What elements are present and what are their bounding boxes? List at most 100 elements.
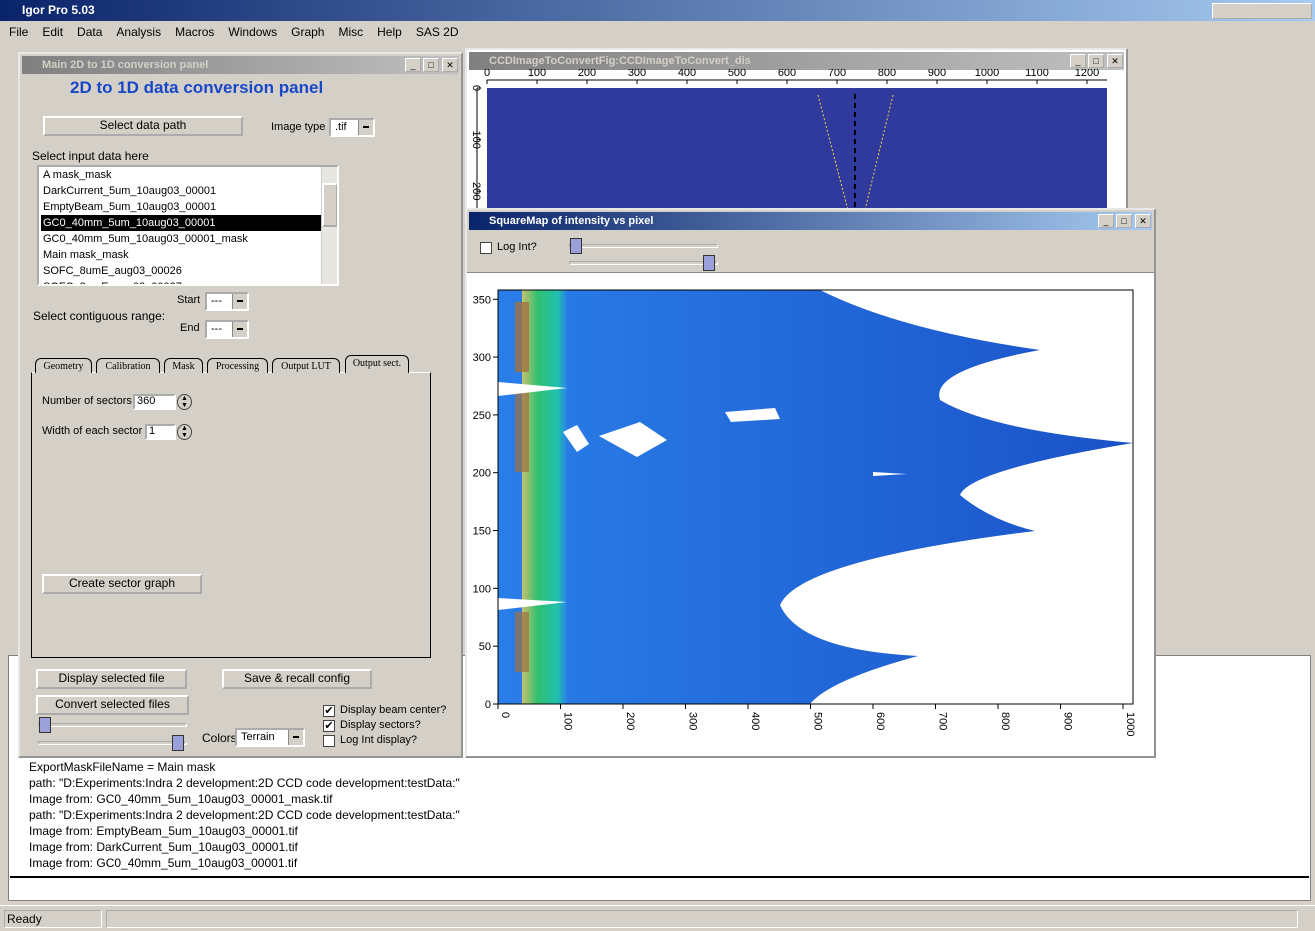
- y-tick-label: 300: [473, 352, 491, 364]
- start-select[interactable]: ---: [205, 292, 249, 311]
- max[interactable]: □: [1088, 54, 1104, 68]
- create-sector-button[interactable]: Create sector graph: [42, 574, 202, 594]
- data-list[interactable]: A mask_mask DarkCurrent_5um_10aug03_00001…: [37, 165, 339, 286]
- list-item[interactable]: GC0_40mm_5um_10aug03_00001_mask: [43, 233, 248, 245]
- x-tick-label: 900: [1062, 712, 1074, 730]
- intensity-edge: [522, 290, 567, 704]
- squaremap-plot: 0 100 200 300 400 500 600 700 800 900 1000 0 50 100 15…: [473, 289, 1136, 736]
- history-line: path: "D:Experiments:Indra 2 development…: [29, 776, 460, 790]
- x-tick-label: 700: [937, 712, 949, 730]
- list-item[interactable]: SOFC_8umE_aug03_00026: [43, 265, 182, 277]
- slider[interactable]: [569, 238, 718, 254]
- sectors-label: Number of sectors: [42, 395, 132, 407]
- masked-regions: [498, 382, 907, 610]
- x-tick-label: 0: [499, 712, 511, 718]
- menu-item[interactable]: File: [9, 25, 29, 39]
- width-spinner[interactable]: ▲ ▼: [177, 424, 192, 440]
- list-item[interactable]: DarkCurrent_5um_10aug03_00001: [43, 185, 217, 197]
- tab[interactable]: Output LUT: [272, 358, 340, 373]
- x-tick-label: 800: [878, 69, 896, 79]
- squaremap-title: SquareMap of intensity vs pixel: [489, 215, 654, 227]
- menu-item[interactable]: Windows: [228, 25, 278, 39]
- x-tick-label: 500: [812, 712, 824, 730]
- end-select[interactable]: ---: [205, 320, 249, 339]
- sectors-spinner[interactable]: ▲ ▼: [177, 394, 192, 410]
- width-field[interactable]: 1: [145, 424, 176, 440]
- display-button[interactable]: Display selected file: [36, 669, 187, 689]
- list-label: Select input data here: [32, 149, 149, 163]
- list-item[interactable]: SOFC_8umE_aug03_00027: [41, 279, 321, 284]
- intensity-edge: [515, 392, 529, 472]
- list-item[interactable]: EmptyBeam_5um_10aug03_00001: [43, 201, 217, 213]
- history-line: Image from: GC0_40mm_5um_10aug03_00001.t…: [29, 856, 298, 870]
- image-type-select[interactable]: .tif: [329, 118, 375, 137]
- convert-button[interactable]: Convert selected files: [36, 695, 189, 715]
- min[interactable]: _: [1098, 214, 1114, 228]
- list-item[interactable]: Main mask_mask: [43, 249, 129, 261]
- slider[interactable]: [38, 717, 187, 733]
- x-tick-label: 200: [578, 69, 596, 79]
- log-checkbox[interactable]: [480, 242, 492, 254]
- x-tick-label: 1000: [1124, 712, 1136, 736]
- scrollbar[interactable]: [321, 167, 337, 284]
- tab[interactable]: Output sect.: [345, 355, 409, 373]
- x-tick-label: 1100: [1025, 69, 1049, 79]
- command-line[interactable]: [10, 876, 1309, 900]
- close[interactable]: ✕: [1135, 214, 1151, 228]
- ccd-titlebar: CCDImageToConvertFig:CCDImageToConvert_d…: [469, 52, 1124, 70]
- min[interactable]: _: [405, 58, 421, 72]
- ccd-image: [487, 88, 1107, 214]
- checkbox-label: Display beam center?: [340, 704, 447, 716]
- save-button[interactable]: Save & recall config: [222, 669, 372, 689]
- list-item[interactable]: GC0_40mm_5um_10aug03_00001: [41, 215, 321, 231]
- max[interactable]: □: [1116, 214, 1132, 228]
- max[interactable]: □: [423, 58, 439, 72]
- intensity-edge: [515, 612, 529, 672]
- select-path-button[interactable]: Select data path: [43, 116, 243, 136]
- menu-item[interactable]: Macros: [175, 25, 215, 39]
- y-tick-label: 0: [470, 85, 482, 91]
- x-tick-label: 1200: [1075, 69, 1099, 79]
- tab[interactable]: Processing: [207, 358, 268, 373]
- menu-item[interactable]: Help: [377, 25, 402, 39]
- image-type-label: Image type: [271, 121, 326, 133]
- y-tick-label: 150: [473, 526, 491, 538]
- tab[interactable]: Calibration: [96, 358, 160, 373]
- x-tick-label: 100: [562, 712, 574, 730]
- ccd-plot: 0 100 200 300 400 500 600 700 800 900 1000 1100 1200…: [470, 69, 1107, 214]
- x-tick-label: 500: [728, 69, 746, 79]
- menu-bar: File Edit Data Analysis Macros Windows Graph Mi…: [0, 22, 1315, 42]
- start-label: Start: [177, 294, 201, 306]
- checkbox[interactable]: [323, 735, 335, 747]
- x-tick-label: 800: [999, 712, 1011, 730]
- list-item[interactable]: A mask_mask: [43, 169, 112, 181]
- y-tick-label: 250: [473, 410, 491, 422]
- slider[interactable]: [569, 255, 718, 271]
- tab[interactable]: Geometry: [35, 358, 92, 373]
- sector-line: [817, 94, 850, 214]
- app-controls[interactable]: [1212, 3, 1312, 19]
- close[interactable]: ✕: [442, 58, 458, 72]
- checkbox[interactable]: ✔: [323, 705, 335, 717]
- panel-heading: 2D to 1D data conversion panel: [70, 78, 324, 97]
- menu-item[interactable]: Graph: [291, 25, 325, 39]
- squaremap-titlebar: SquareMap of intensity vs pixel: [469, 212, 1152, 230]
- colors-select[interactable]: Terrain: [235, 728, 305, 747]
- menu-item[interactable]: Edit: [42, 25, 64, 39]
- status-pane: [106, 910, 1298, 928]
- tab[interactable]: Mask: [164, 358, 203, 373]
- sectors-field[interactable]: 360: [133, 394, 176, 410]
- x-tick-label: 700: [828, 69, 846, 79]
- x-tick-label: 200: [624, 712, 636, 730]
- menu-item[interactable]: Data: [77, 25, 103, 39]
- slider[interactable]: [38, 735, 187, 751]
- app-titlebar: Igor Pro 5.03: [0, 0, 1315, 21]
- close[interactable]: ✕: [1107, 54, 1123, 68]
- menu-item[interactable]: Misc: [338, 25, 364, 39]
- status-text: Ready: [4, 910, 102, 928]
- min[interactable]: _: [1070, 54, 1086, 68]
- menu-item[interactable]: Analysis: [116, 25, 162, 39]
- menu-item[interactable]: SAS 2D: [415, 25, 459, 39]
- y-tick-label: 50: [479, 641, 491, 653]
- checkbox[interactable]: ✔: [323, 720, 335, 732]
